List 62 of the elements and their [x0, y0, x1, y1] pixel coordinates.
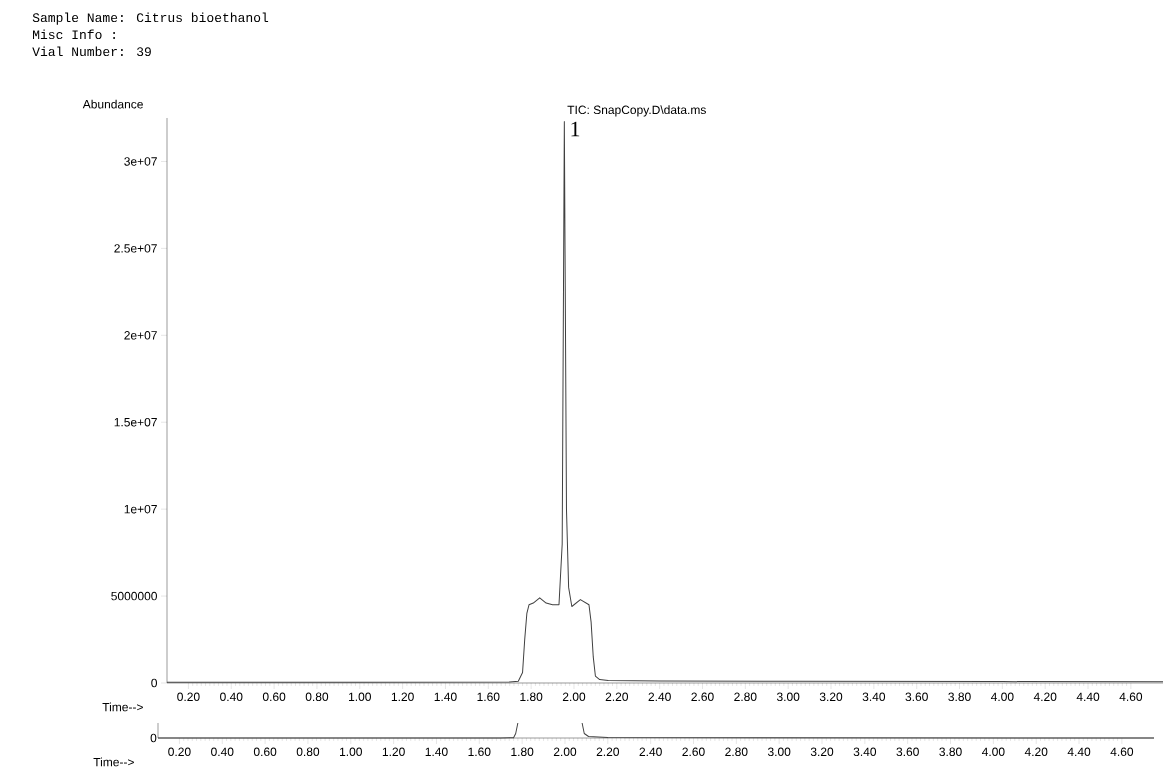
- annotation: 1: [571, 121, 580, 137]
- x-tick-label: 2.20: [605, 692, 629, 702]
- x-tick-label: 2.00: [562, 692, 586, 702]
- x-tick-label: 2.60: [691, 692, 714, 702]
- x-tick-label: 0.60: [253, 747, 277, 757]
- y-tick-label: 3e+07: [124, 157, 157, 166]
- x-tick-label: 0.40: [211, 747, 234, 757]
- x-axis-title: Time-->: [102, 702, 143, 712]
- text: Sample Name: Citrus bioethanol: [32, 12, 269, 25]
- x-tick-label: 4.00: [981, 747, 1005, 757]
- text: Vial Number: 39: [32, 46, 151, 57]
- y-tick-label: 2e+07: [124, 331, 157, 340]
- x-tick-label: 3.40: [862, 692, 886, 702]
- x-tick-label: 4.40: [1067, 747, 1091, 757]
- x-tick-label: 3.20: [810, 747, 834, 757]
- x-tick-label: 0.80: [305, 692, 329, 702]
- x-tick-label: 3.80: [939, 747, 962, 757]
- x-tick-label: 1.00: [349, 692, 371, 702]
- x-tick-label: 4.20: [1033, 692, 1057, 702]
- x-tick-label: 4.60: [1119, 692, 1143, 702]
- x-tick-label: 0.60: [262, 692, 286, 702]
- x-axis-title: Time-->: [93, 757, 134, 767]
- x-tick-label: 2.60: [682, 747, 705, 757]
- x-tick-label: 3.20: [819, 692, 843, 702]
- x-tick-label: 1.80: [520, 692, 543, 702]
- x-tick-label: 1.20: [391, 692, 414, 702]
- y-tick-label: 1.5e+07: [114, 417, 157, 427]
- x-tick-label: 1.40: [425, 747, 448, 757]
- line-series: [166, 120, 1164, 683]
- text: Misc Info :: [33, 29, 115, 40]
- x-tick-label: 0.40: [220, 692, 243, 702]
- x-tick-label: 2.40: [639, 747, 662, 757]
- x-tick-label: 3.00: [776, 692, 800, 702]
- x-tick-label: 3.80: [948, 692, 971, 702]
- x-tick-label: 4.00: [990, 692, 1014, 702]
- x-tick-label: 0.80: [296, 747, 320, 757]
- x-tick-label: 2.00: [553, 747, 577, 757]
- x-tick-label: 1.20: [382, 747, 405, 757]
- y-tick-label: 2.5e+07: [114, 244, 157, 253]
- x-tick-label: 3.40: [853, 747, 877, 757]
- x-tick-label: 0.20: [168, 747, 191, 757]
- x-tick-label: 0.20: [177, 692, 200, 702]
- y-tick-label: 1e+07: [124, 504, 157, 514]
- x-tick-label: 2.20: [596, 747, 620, 757]
- x-tick-label: 1.60: [468, 747, 491, 757]
- x-tick-label: 1.00: [340, 747, 362, 757]
- x-tick-label: 4.60: [1110, 747, 1134, 757]
- x-tick-label: 1.40: [434, 692, 457, 702]
- x-tick-label: 1.80: [511, 747, 534, 757]
- x-tick-label: 3.60: [905, 692, 928, 702]
- x-tick-label: 2.80: [734, 692, 757, 702]
- x-tick-label: 3.00: [767, 747, 791, 757]
- x-tick-label: 2.40: [648, 692, 671, 702]
- x-tick-label: 4.20: [1024, 747, 1048, 757]
- y-tick-label: 5000000: [111, 591, 157, 601]
- y-tick-label: 0: [151, 678, 157, 688]
- x-tick-label: 1.60: [477, 692, 500, 702]
- x-tick-label: 2.80: [725, 747, 748, 757]
- x-tick-label: 4.40: [1076, 692, 1100, 702]
- y-axis-title: Abundance: [82, 99, 143, 109]
- text: TIC: SnapCopy.D\data.ms: [567, 105, 706, 117]
- x-tick-label: 3.60: [896, 747, 919, 757]
